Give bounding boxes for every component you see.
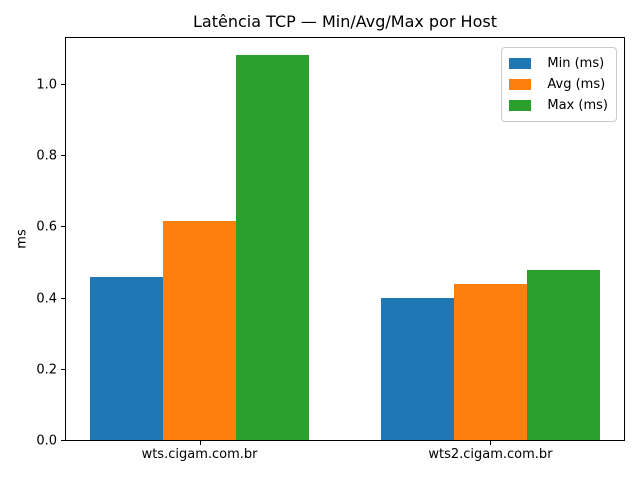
legend-label: Min (ms)	[547, 56, 605, 71]
legend-item-min: Min (ms)	[509, 53, 608, 74]
y-tick-mark	[61, 226, 65, 228]
y-tick-label: 0.0	[36, 433, 57, 449]
legend-label: Avg (ms)	[547, 77, 606, 92]
bar-avg-wts-cigam-com-br	[163, 221, 236, 440]
x-tick-label-wts2-cigam-com-br: wts2.cigam.com.br	[428, 447, 553, 462]
legend-swatch-max	[509, 100, 532, 111]
y-tick-label: 0.8	[36, 148, 57, 164]
y-tick-mark	[61, 297, 65, 299]
y-tick-label: 0.2	[36, 362, 57, 378]
x-tick-label-wts-cigam-com-br: wts.cigam.com.br	[141, 447, 258, 462]
bar-max-wts2-cigam-com-br	[526, 269, 600, 440]
bar-min-wts-cigam-com-br	[90, 276, 164, 440]
plot-area: Min (ms) Avg (ms) Max (ms)	[65, 37, 625, 441]
y-tick-label: 0.6	[36, 219, 57, 235]
legend-item-avg: Avg (ms)	[509, 74, 608, 95]
bar-max-wts-cigam-com-br	[235, 54, 309, 440]
legend-swatch-min	[509, 58, 532, 69]
x-tick-mark	[490, 441, 492, 445]
legend: Min (ms) Avg (ms) Max (ms)	[501, 47, 617, 122]
y-tick-mark	[61, 440, 65, 441]
legend-swatch-avg	[509, 79, 532, 90]
legend-label: Max (ms)	[547, 98, 608, 113]
y-tick-mark	[61, 368, 65, 370]
y-tick-mark	[61, 84, 65, 86]
y-tick-label: 1.0	[36, 77, 57, 93]
bar-min-wts2-cigam-com-br	[381, 298, 455, 440]
bar-avg-wts2-cigam-com-br	[454, 284, 527, 440]
legend-item-max: Max (ms)	[509, 95, 608, 116]
y-tick-label: 0.4	[36, 291, 57, 307]
y-tick-mark	[61, 155, 65, 157]
chart-title: Latência TCP — Min/Avg/Max por Host	[193, 12, 497, 31]
x-tick-mark	[199, 441, 201, 445]
